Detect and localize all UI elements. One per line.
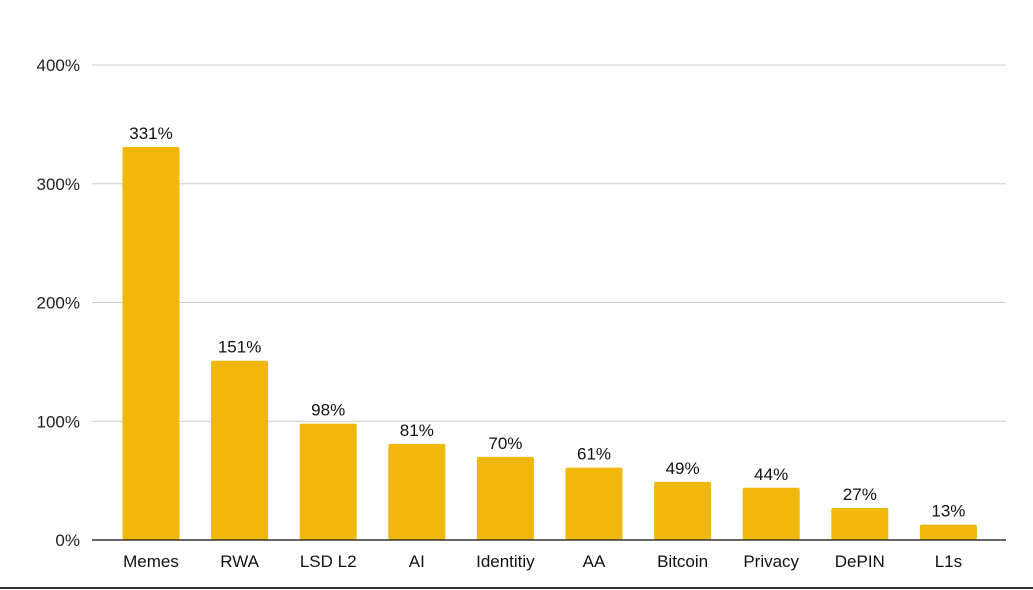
bar-identitiy (476, 456, 534, 540)
bar-memes (122, 146, 180, 540)
category-label: RWA (220, 552, 259, 571)
data-labels: 331% 151% 98% 81% 70% 61% 49% 44% 27% 13% (129, 124, 965, 521)
category-label: Identitiy (476, 552, 535, 571)
y-tick-label: 0% (55, 531, 80, 550)
category-label: Memes (123, 552, 179, 571)
y-tick-label: 300% (37, 175, 80, 194)
data-label: 81% (400, 421, 434, 440)
bar-ai (388, 443, 446, 540)
bar-depin (831, 507, 889, 540)
bar-privacy (742, 487, 800, 540)
bar-lsd-l2 (299, 423, 357, 540)
category-label: AI (409, 552, 425, 571)
data-label: 151% (218, 338, 261, 357)
category-label: L1s (935, 552, 962, 571)
category-label: DePIN (835, 552, 885, 571)
category-label: LSD L2 (300, 552, 357, 571)
bar-rwa (211, 360, 269, 540)
bars (122, 146, 977, 540)
data-label: 44% (754, 465, 788, 484)
data-label: 331% (129, 124, 172, 143)
y-axis-tick-labels: 0% 100% 200% 300% 400% (37, 56, 80, 550)
bar-bitcoin (654, 481, 712, 540)
data-label: 13% (931, 502, 965, 521)
data-label: 98% (311, 401, 345, 420)
y-tick-label: 200% (37, 294, 80, 313)
data-label: 49% (666, 459, 700, 478)
category-label: AA (583, 552, 606, 571)
y-tick-label: 100% (37, 412, 80, 431)
bar-aa (565, 467, 623, 540)
gridlines (92, 64, 1006, 422)
y-tick-label: 400% (37, 56, 80, 75)
category-label: Privacy (743, 552, 799, 571)
data-label: 61% (577, 445, 611, 464)
x-axis-category-labels: Memes RWA LSD L2 AI Identitiy AA Bitcoin Privac… (123, 552, 962, 571)
data-label: 27% (843, 485, 877, 504)
category-label: Bitcoin (657, 552, 708, 571)
data-label: 70% (488, 434, 522, 453)
bar-l1s (919, 524, 977, 540)
bottom-border (0, 587, 1033, 589)
